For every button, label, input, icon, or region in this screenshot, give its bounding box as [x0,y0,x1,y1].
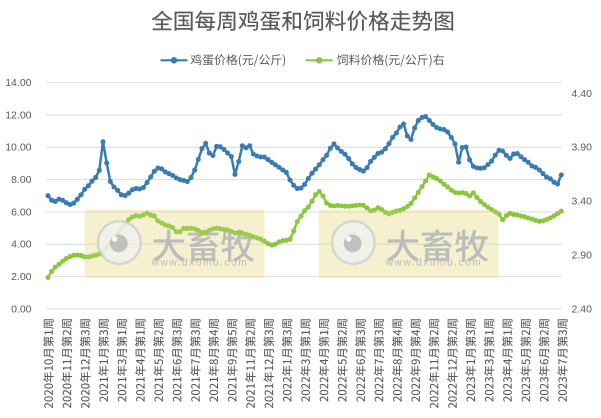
svg-text:14.00: 14.00 [5,77,31,89]
svg-text:www.dxumu.com: www.dxumu.com [385,257,482,268]
svg-text:10.00: 10.00 [5,142,31,154]
svg-text:2.00: 2.00 [11,271,32,283]
svg-text:4.40: 4.40 [572,88,593,100]
svg-text:3.90: 3.90 [572,142,593,154]
svg-text:2.40: 2.40 [572,303,593,315]
svg-text:www.dxumu.com: www.dxumu.com [151,257,248,268]
svg-text:3.40: 3.40 [572,196,593,208]
svg-text:0.00: 0.00 [11,303,32,315]
svg-text:8.00: 8.00 [11,174,32,186]
svg-text:4.00: 4.00 [11,239,32,251]
svg-text:2.90: 2.90 [572,249,593,261]
svg-text:12.00: 12.00 [5,109,31,121]
svg-text:6.00: 6.00 [11,206,32,218]
